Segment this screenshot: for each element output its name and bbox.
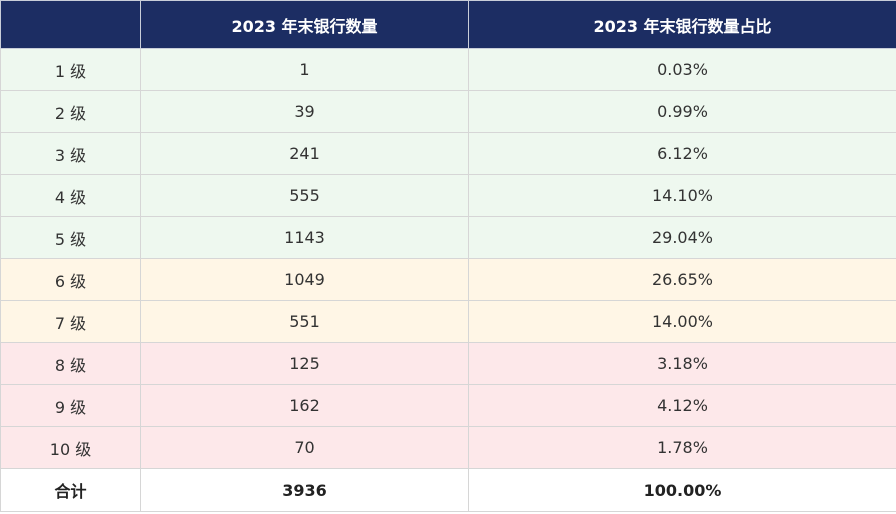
total-label: 合计 (0, 468, 141, 512)
level-cell: 6 级 (0, 258, 141, 301)
table-row: 2 级 39 0.99% (0, 90, 896, 133)
table-row: 8 级 125 3.18% (0, 342, 896, 385)
total-row: 合计 3936 100.00% (0, 468, 896, 512)
table-row: 10 级 70 1.78% (0, 426, 896, 469)
share-cell: 26.65% (468, 258, 896, 301)
table-header-row: 2023 年末银行数量 2023 年末银行数量占比 (0, 0, 896, 49)
share-cell: 3.18% (468, 342, 896, 385)
count-cell: 70 (140, 426, 469, 469)
count-cell: 1 (140, 48, 469, 91)
level-cell: 10 级 (0, 426, 141, 469)
total-count: 3936 (140, 468, 469, 512)
table-row: 4 级 555 14.10% (0, 174, 896, 217)
count-cell: 125 (140, 342, 469, 385)
table-row: 3 级 241 6.12% (0, 132, 896, 175)
count-cell: 551 (140, 300, 469, 343)
total-share: 100.00% (468, 468, 896, 512)
count-cell: 39 (140, 90, 469, 133)
share-cell: 4.12% (468, 384, 896, 427)
share-cell: 1.78% (468, 426, 896, 469)
level-cell: 5 级 (0, 216, 141, 259)
level-cell: 4 级 (0, 174, 141, 217)
table-row: 6 级 1049 26.65% (0, 258, 896, 301)
level-cell: 1 级 (0, 48, 141, 91)
table-row: 9 级 162 4.12% (0, 384, 896, 427)
share-cell: 0.99% (468, 90, 896, 133)
count-cell: 241 (140, 132, 469, 175)
share-cell: 14.00% (468, 300, 896, 343)
level-cell: 2 级 (0, 90, 141, 133)
share-cell: 29.04% (468, 216, 896, 259)
table-row: 1 级 1 0.03% (0, 48, 896, 91)
count-cell: 1049 (140, 258, 469, 301)
table-row: 5 级 1143 29.04% (0, 216, 896, 259)
level-cell: 7 级 (0, 300, 141, 343)
level-cell: 9 级 (0, 384, 141, 427)
count-cell: 162 (140, 384, 469, 427)
level-cell: 8 级 (0, 342, 141, 385)
header-bank-share: 2023 年末银行数量占比 (468, 0, 896, 49)
header-level (0, 0, 141, 49)
share-cell: 0.03% (468, 48, 896, 91)
count-cell: 555 (140, 174, 469, 217)
share-cell: 14.10% (468, 174, 896, 217)
share-cell: 6.12% (468, 132, 896, 175)
table-row: 7 级 551 14.00% (0, 300, 896, 343)
level-cell: 3 级 (0, 132, 141, 175)
count-cell: 1143 (140, 216, 469, 259)
header-bank-count: 2023 年末银行数量 (140, 0, 469, 49)
